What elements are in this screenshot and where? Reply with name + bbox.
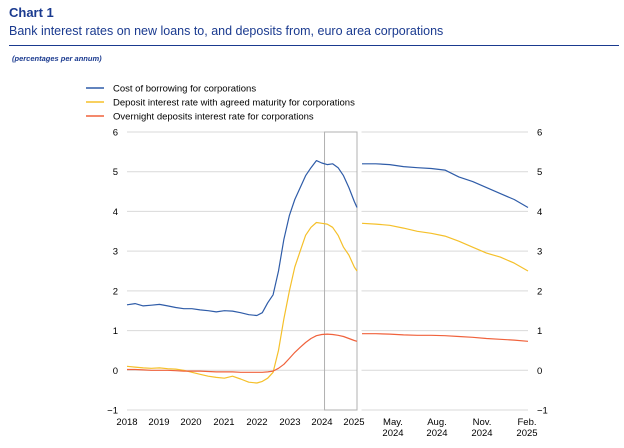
y-tick-label-right: 3 — [537, 247, 542, 258]
x-tick-label: 2020 — [180, 417, 201, 428]
series-line-deposit_agreed_maturity — [361, 222, 529, 272]
x-tick-label-year: 2025 — [516, 428, 537, 439]
legend-label-overnight_deposits: Overnight deposits interest rate for cor… — [113, 112, 314, 123]
x-tick-label: 2023 — [279, 417, 300, 428]
y-tick-label-left: 5 — [113, 167, 118, 178]
y-tick-label-right: 1 — [537, 326, 542, 337]
panel-gap — [357, 131, 362, 411]
y-tick-label-left: 2 — [113, 286, 118, 297]
y-tick-label-left: 4 — [113, 207, 118, 218]
chart-title: Chart 1 — [9, 5, 54, 20]
y-tick-label-left: 3 — [113, 247, 118, 258]
title-rule — [9, 45, 619, 46]
x-tick-label: 2019 — [148, 417, 169, 428]
chart-unit: (percentages per annum) — [12, 54, 102, 63]
x-tick-label-month: Nov. — [473, 417, 492, 428]
y-tick-label-right: 5 — [537, 167, 542, 178]
x-tick-label: 2022 — [246, 417, 267, 428]
legend-label-cost_of_borrowing: Cost of borrowing for corporations — [113, 84, 256, 95]
y-tick-label-left: −1 — [107, 406, 118, 417]
chart-subtitle: Bank interest rates on new loans to, and… — [9, 24, 444, 38]
y-tick-label-left: 1 — [113, 326, 118, 337]
series-line-overnight_deposits — [127, 333, 358, 373]
x-tick-label: 2018 — [116, 417, 137, 428]
zoom-box — [324, 131, 358, 411]
x-tick-label-year: 2024 — [471, 428, 492, 439]
series-line-deposit_agreed_maturity — [126, 221, 358, 384]
y-tick-label-left: 6 — [113, 128, 118, 139]
series-line-cost_of_borrowing — [362, 163, 529, 209]
x-tick-label-year: 2024 — [426, 428, 447, 439]
y-tick-label-right: −1 — [537, 406, 548, 417]
y-tick-label-right: 0 — [537, 366, 542, 377]
y-tick-label-right: 2 — [537, 286, 542, 297]
x-tick-label-month: Aug. — [427, 417, 447, 428]
y-tick-label-right: 4 — [537, 207, 542, 218]
series-line-cost_of_borrowing — [126, 160, 358, 317]
x-tick-label: 2024 — [311, 417, 332, 428]
y-tick-label-left: 0 — [113, 366, 118, 377]
x-tick-label-month: Feb. — [517, 417, 536, 428]
legend-label-deposit_agreed_maturity: Deposit interest rate with agreed maturi… — [113, 98, 355, 109]
series-line-overnight_deposits — [362, 333, 529, 342]
x-tick-label: 2025 — [343, 417, 364, 428]
x-tick-label: 2021 — [213, 417, 234, 428]
y-tick-label-right: 6 — [537, 128, 542, 139]
x-tick-label-year: 2024 — [382, 428, 403, 439]
x-tick-label-month: May. — [383, 417, 403, 428]
